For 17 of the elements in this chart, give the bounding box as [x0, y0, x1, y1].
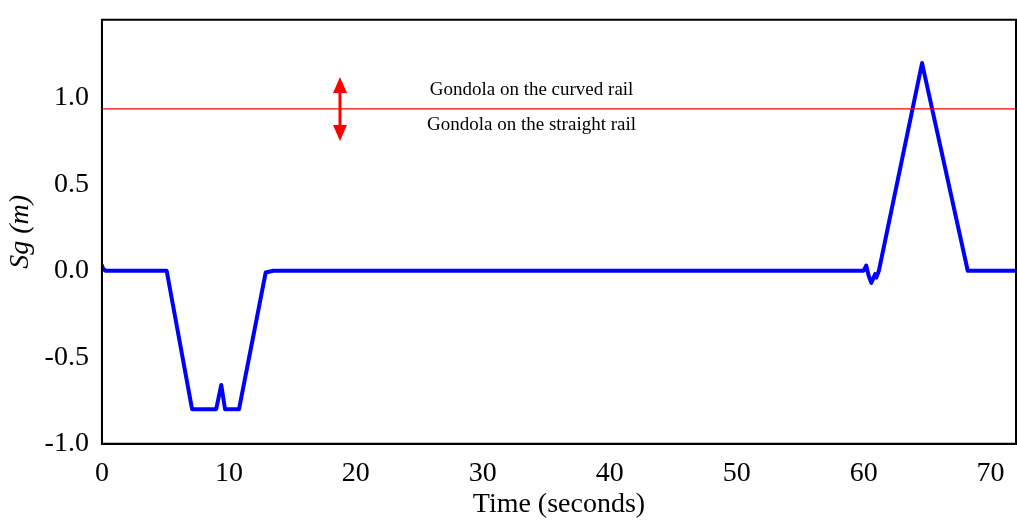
x-tick-label: 10 — [214, 455, 243, 487]
x-tick-label: 40 — [595, 455, 624, 487]
y-tick-label: -1.0 — [44, 426, 89, 458]
annotation: Gondola on the curved rail — [429, 77, 634, 99]
y-tick-label: -0.5 — [44, 339, 89, 371]
x-tick-label: 50 — [722, 455, 751, 487]
y-tick-label: 0.5 — [53, 166, 89, 198]
x-tick-label: 0 — [94, 455, 109, 487]
y-tick-label: 0.0 — [53, 253, 89, 285]
x-tick-label: 70 — [976, 455, 1005, 487]
x-axis-title: Time (seconds) — [472, 486, 646, 518]
y-tick-label: 1.0 — [53, 80, 89, 112]
x-tick-label: 20 — [341, 455, 370, 487]
x-tick-label: 30 — [468, 455, 497, 487]
annotation: Gondola on the straight rail — [427, 112, 637, 134]
y-axis-title: Sg (m) — [3, 194, 35, 269]
x-tick-label: 60 — [849, 455, 878, 487]
